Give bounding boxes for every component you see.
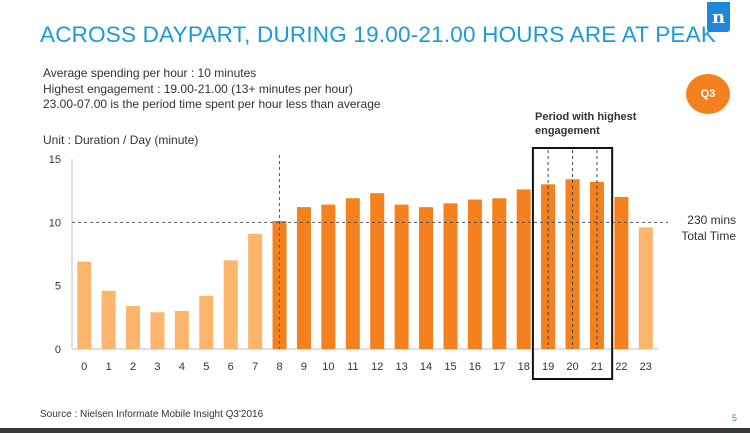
- x-tick-label: 12: [371, 361, 383, 373]
- notes-block: Average spending per hour : 10 minutes H…: [43, 66, 381, 113]
- x-tick-label: 22: [615, 361, 627, 373]
- bar: [614, 197, 629, 349]
- total-time-caption: Total Time: [681, 229, 736, 243]
- period-highlight-label: Period with highest engagement: [535, 111, 637, 137]
- x-tick-label: 6: [228, 361, 234, 373]
- note-average: Average spending per hour : 10 minutes: [43, 66, 257, 80]
- nielsen-logo: n: [707, 2, 730, 32]
- bar: [321, 204, 336, 349]
- bar: [638, 227, 653, 349]
- bar: [223, 260, 238, 349]
- y-tick-label: 0: [55, 344, 61, 356]
- x-tick-label: 21: [591, 361, 603, 373]
- x-tick-label: 15: [444, 361, 456, 373]
- note-period: 23.00-07.00 is the period time spent per…: [43, 97, 381, 111]
- page-number: 5: [732, 413, 738, 423]
- bar: [126, 305, 141, 349]
- y-tick-label: 15: [49, 154, 61, 166]
- x-tick-label: 14: [420, 361, 432, 373]
- x-tick-label: 3: [154, 361, 160, 373]
- peak-highlight-box: [531, 147, 614, 380]
- x-tick-label: 4: [179, 361, 185, 373]
- bar: [101, 290, 116, 349]
- bar: [394, 204, 409, 349]
- x-tick-label: 13: [396, 361, 408, 373]
- bar: [370, 193, 385, 349]
- x-tick-label: 19: [542, 361, 554, 373]
- bar: [296, 207, 311, 349]
- y-tick-label: 10: [49, 217, 61, 229]
- bar: [77, 261, 92, 349]
- x-tick-label: 9: [301, 361, 307, 373]
- source-note: Source : Nielsen Informate Mobile Insigh…: [40, 409, 264, 420]
- unit-label: Unit : Duration / Day (minute): [43, 133, 199, 147]
- x-tick-label: 17: [493, 361, 505, 373]
- y-tick-label: 5: [55, 281, 61, 293]
- bar: [345, 198, 360, 349]
- x-tick-label: 8: [276, 361, 282, 373]
- x-tick-label: 16: [469, 361, 481, 373]
- x-tick-label: 0: [81, 361, 87, 373]
- total-time-value: 230 mins: [687, 213, 736, 227]
- bar: [272, 221, 287, 349]
- bar: [516, 189, 531, 349]
- bar: [248, 233, 263, 349]
- bar: [492, 198, 507, 349]
- x-tick-label: 1: [106, 361, 112, 373]
- x-tick-label: 23: [640, 361, 652, 373]
- quarter-badge: Q3: [686, 74, 730, 114]
- logo-letter: n: [712, 7, 726, 28]
- x-tick-label: 10: [322, 361, 334, 373]
- bar: [150, 312, 165, 349]
- footer-rule: [0, 428, 750, 433]
- bar: [174, 311, 189, 349]
- bar: [419, 207, 434, 349]
- bar: [467, 199, 482, 349]
- x-tick-label: 5: [203, 361, 209, 373]
- x-tick-label: 2: [130, 361, 136, 373]
- x-tick-label: 7: [252, 361, 258, 373]
- bar: [199, 295, 214, 349]
- page-title: ACROSS DAYPART, DURING 19.00-21.00 HOURS…: [40, 22, 717, 47]
- total-time-annotation: 230 mins Total Time: [670, 212, 736, 244]
- x-tick-label: 20: [566, 361, 578, 373]
- x-tick-label: 11: [347, 361, 358, 373]
- x-tick-label: 18: [518, 361, 530, 373]
- note-highest: Highest engagement : 19.00-21.00 (13+ mi…: [43, 81, 353, 96]
- bar: [443, 203, 458, 349]
